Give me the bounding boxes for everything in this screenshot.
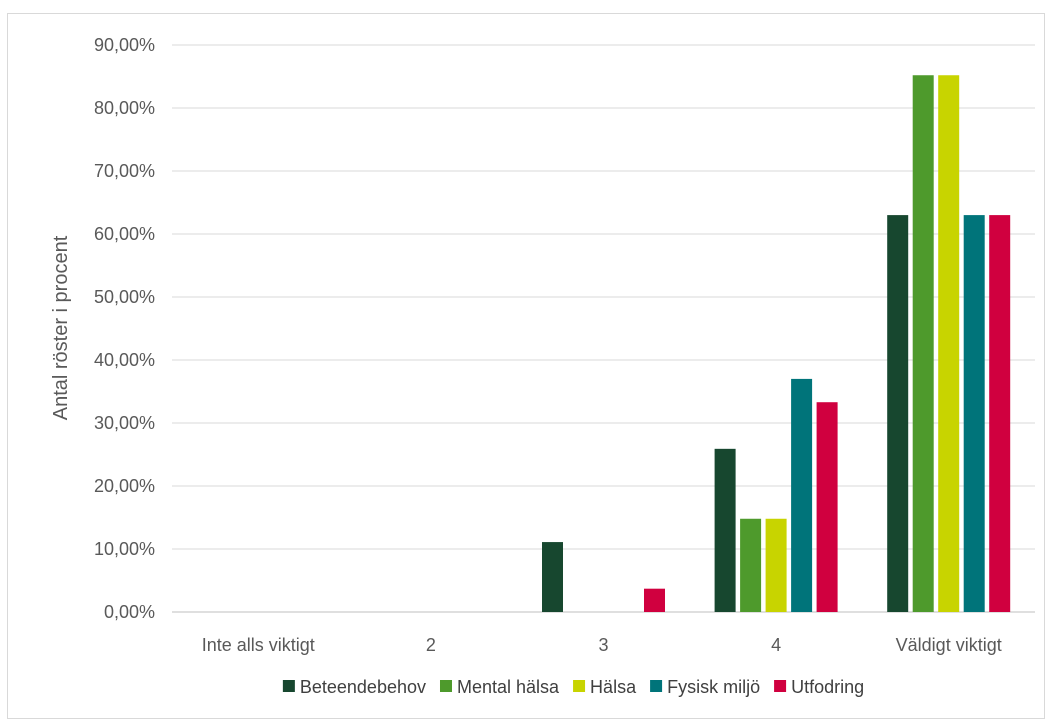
legend-label: Beteendebehov [300,677,426,697]
y-tick-label: 70,00% [94,161,155,181]
y-axis-ticks: 0,00% 10,00% 20,00% 30,00% 40,00% 50,00% 60,00… [94,35,155,622]
legend-swatch [650,680,663,692]
x-tick-label: Väldigt viktigt [896,635,1002,655]
bars [542,75,1011,613]
legend: Beteendebehov Mental hälsa Hälsa Fysisk mil… [282,677,864,697]
legend-item: Utfodring [774,677,864,697]
bar [765,518,787,612]
bar [887,215,909,612]
bar [542,542,563,612]
legend-swatch [573,680,586,692]
x-tick-label: 3 [598,635,608,655]
legend-swatch [282,680,295,692]
chart-frame [7,13,1045,719]
bar [938,75,960,613]
bar [791,378,813,612]
y-tick-label: 10,00% [94,539,155,559]
x-tick-label: 2 [426,635,436,655]
bar [912,75,934,613]
legend-label: Mental hälsa [457,677,560,697]
y-tick-label: 20,00% [94,476,155,496]
bar [989,215,1011,612]
y-axis-title: Antal röster i procent [50,235,72,420]
legend-item: Hälsa [573,677,637,697]
legend-swatch [439,680,452,692]
y-tick-label: 50,00% [94,287,155,307]
bar [816,402,838,612]
y-tick-label: 90,00% [94,35,155,55]
legend-label: Utfodring [791,677,864,697]
y-tick-label: 0,00% [104,602,155,622]
x-tick-label: 4 [771,635,781,655]
legend-item: Mental hälsa [439,677,560,697]
y-tick-label: 40,00% [94,350,155,370]
legend-label: Fysisk miljö [667,677,760,697]
legend-swatch [774,680,787,692]
bar [644,588,665,612]
y-tick-label: 80,00% [94,98,155,118]
bar [714,448,736,612]
legend-item: Beteendebehov [282,677,426,697]
legend-label: Hälsa [590,677,637,697]
x-tick-label: Inte alls viktigt [202,635,315,655]
y-tick-label: 60,00% [94,224,155,244]
bar [963,215,985,612]
bar [740,518,762,612]
y-tick-label: 30,00% [94,413,155,433]
x-axis-ticks: Inte alls viktigt 2 3 4 Väldigt viktigt [202,635,1002,655]
legend-item: Fysisk miljö [650,677,760,697]
